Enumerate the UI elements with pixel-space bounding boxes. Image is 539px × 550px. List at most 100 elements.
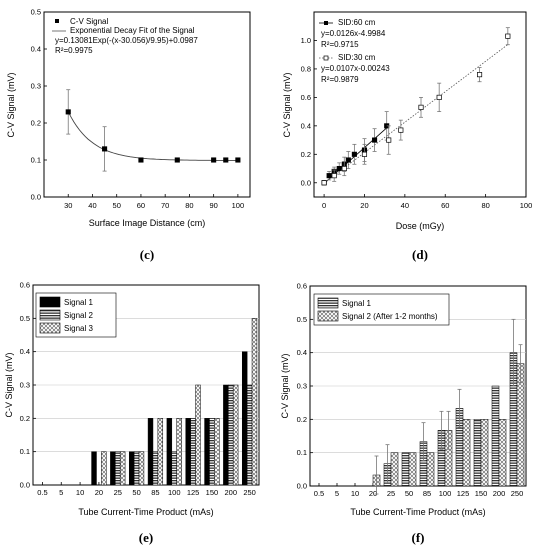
y-axis-label: C-V Signal (mV) (6, 72, 16, 137)
plot-frame (43, 11, 251, 198)
bar (190, 418, 196, 486)
bar (185, 418, 191, 486)
legend-swatch-signal-1 (317, 297, 339, 309)
bar (176, 418, 182, 486)
data-point (372, 137, 378, 143)
x-tick-label: 200 (493, 489, 506, 498)
x-tick-label: 100 (168, 488, 181, 497)
legend-label-signal-2: Signal 2 (64, 311, 93, 320)
data-point (505, 33, 511, 39)
legend-swatch-signal-1 (39, 296, 61, 308)
x-tick-label: 20 (95, 488, 103, 497)
y-tick-label: 0.2 (297, 415, 307, 424)
panel-label-c: (c) (140, 247, 154, 262)
y-tick-label: 0.6 (301, 93, 311, 102)
bar (209, 418, 215, 486)
chart-e: 0.0 0.1 0.2 0.3 0.4 0.5 0.6 0.5 5 10 20 25 50 85 100 12… (4, 281, 260, 517)
x-tick-label: 200 (224, 488, 237, 497)
data-point (436, 94, 442, 100)
x-tick-label: 100 (439, 489, 452, 498)
y-tick-label: 0.5 (297, 315, 307, 324)
legend-label-signal-1: Signal 1 (342, 299, 371, 308)
bar (147, 418, 154, 486)
data-point (398, 127, 404, 133)
bar (491, 385, 500, 487)
x-tick-label: 20 (369, 489, 377, 498)
x-tick-label: 5 (335, 489, 339, 498)
x-tick-label: 80 (481, 201, 489, 210)
legend-label-sid30: SID:30 cm (338, 53, 376, 62)
legend-label-signal-1: Signal 1 (64, 298, 93, 307)
data-point (361, 151, 368, 157)
y-axis-label: C-V Signal (mV) (4, 352, 14, 417)
x-tick-label: 85 (151, 488, 159, 497)
x-tick-label: 250 (243, 488, 256, 497)
x-tick-label: 100 (520, 201, 533, 210)
y-tick-label: 0.0 (31, 193, 41, 202)
bar (223, 384, 229, 486)
r-squared-sid60: R²=0.9715 (321, 40, 359, 49)
y-tick-label: 0.1 (31, 156, 41, 165)
x-tick-label: 50 (113, 201, 121, 210)
bar (133, 451, 140, 486)
x-tick-label: 25 (387, 489, 395, 498)
legend-marker-filled-square (324, 21, 328, 25)
data-point (331, 173, 337, 179)
x-tick-label: 150 (206, 488, 219, 497)
y-tick-label: 0.4 (297, 348, 307, 357)
data-point (477, 72, 483, 78)
plot-frame (313, 11, 527, 198)
bar (246, 384, 253, 486)
legend-swatch-signal-2 (39, 309, 61, 321)
data-point (223, 157, 229, 163)
y-tick-label: 0.1 (297, 448, 307, 457)
data-point (326, 173, 332, 179)
bar (214, 418, 220, 486)
legend: SID:60 cm y=0.0126x-4.9984 R²=0.9715 SID… (319, 18, 390, 84)
x-tick-label: 125 (187, 488, 200, 497)
bar (462, 419, 471, 487)
x-tick-label: 50 (132, 488, 140, 497)
y-tick-label: 0.2 (301, 150, 311, 159)
x-tick-label: 250 (511, 489, 524, 498)
x-tick-label: 20 (360, 201, 368, 210)
x-tick-label: 80 (185, 201, 193, 210)
bar (480, 419, 489, 487)
data-point (235, 157, 241, 163)
y-tick-label: 0.2 (31, 119, 41, 128)
x-tick-label: 60 (137, 201, 145, 210)
y-axis-label: C-V Signal (mV) (280, 353, 290, 418)
x-tick-label: 0 (322, 201, 326, 210)
y-tick-label: 0.8 (301, 64, 311, 73)
bar (119, 451, 126, 486)
bar (251, 318, 258, 486)
legend-marker-open-square (323, 55, 329, 61)
data-point (345, 157, 351, 163)
bar (204, 418, 210, 486)
data-point (174, 157, 180, 163)
x-tick-label: 5 (59, 488, 63, 497)
legend-label-fit: Exponential Decay Fit of the Signal (70, 26, 195, 35)
y-tick-label: 0.5 (31, 8, 41, 17)
y-tick-label: 1.0 (301, 36, 311, 45)
bar (390, 452, 399, 487)
legend: Signal 1 Signal 2 (After 1-2 months) (313, 293, 450, 326)
fit-r-squared: R²=0.9975 (55, 46, 93, 55)
data-point (321, 180, 327, 186)
bar (91, 451, 97, 486)
data-point (341, 165, 347, 172)
x-tick-label: 90 (209, 201, 217, 210)
data-point (65, 109, 71, 115)
fit-equation-sid30: y=0.0107x-0.00243 (321, 64, 390, 73)
bar (401, 452, 410, 487)
x-tick-label: 100 (232, 201, 245, 210)
bar (101, 451, 107, 486)
x-tick-label: 25 (114, 488, 122, 497)
bar (473, 419, 482, 487)
y-axis-label: C-V Signal (mV) (282, 72, 292, 137)
y-tick-label: 0.4 (31, 45, 41, 54)
legend-swatch-signal-3 (39, 322, 61, 334)
legend: C-V Signal Exponential Decay Fit of the … (52, 17, 198, 55)
bar (115, 451, 121, 486)
x-tick-label: 60 (441, 201, 449, 210)
